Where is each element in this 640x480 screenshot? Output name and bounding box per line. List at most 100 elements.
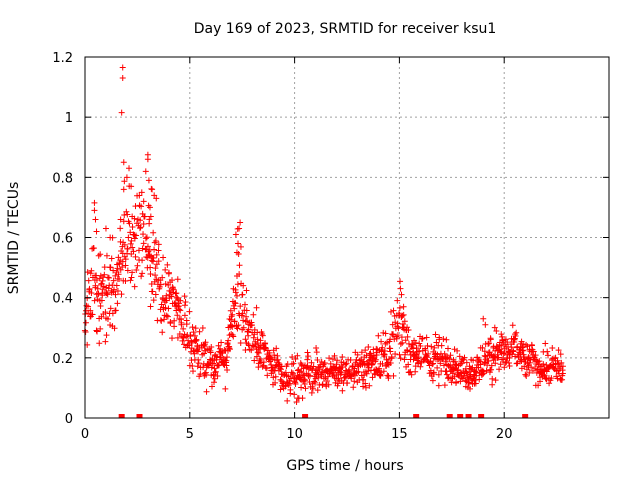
data-point (104, 291, 111, 298)
data-point (259, 332, 266, 339)
data-point (493, 328, 500, 335)
data-point (360, 376, 367, 383)
data-point (486, 340, 493, 347)
data-point (203, 371, 210, 378)
data-point (236, 225, 243, 232)
data-point (400, 311, 407, 318)
data-point (263, 365, 270, 372)
data-point (477, 361, 484, 368)
y-tick-label: 1 (65, 111, 73, 126)
data-point (250, 311, 257, 318)
data-point (236, 271, 243, 278)
data-point (463, 369, 470, 376)
data-point (88, 267, 95, 274)
data-point (149, 186, 156, 193)
data-point (304, 349, 311, 356)
data-point (138, 273, 145, 280)
chart-title: Day 169 of 2023, SRMTID for receiver ksu… (194, 21, 497, 37)
data-point (117, 216, 124, 223)
data-point (302, 377, 309, 384)
data-point (171, 323, 178, 330)
data-point (223, 354, 230, 361)
data-point (417, 343, 424, 350)
data-point (383, 356, 390, 363)
data-point (83, 302, 90, 309)
data-point (114, 288, 121, 295)
data-point (524, 343, 531, 350)
data-point (407, 348, 414, 355)
data-point (378, 369, 385, 376)
data-point (314, 387, 321, 394)
data-point (466, 380, 473, 387)
data-point (112, 291, 119, 298)
data-point (102, 309, 109, 316)
data-point (120, 186, 127, 193)
data-point (314, 367, 321, 374)
data-point (197, 371, 204, 378)
data-point (290, 360, 297, 367)
zero-markers (118, 414, 529, 418)
data-point (240, 324, 247, 331)
data-point (243, 287, 250, 294)
y-tick-label: 0.6 (52, 232, 73, 247)
data-point (479, 344, 486, 351)
data-point (88, 289, 95, 296)
data-point (195, 348, 202, 355)
data-point (429, 377, 436, 384)
data-point (153, 251, 160, 258)
data-point (300, 365, 307, 372)
zero-marker (413, 414, 420, 418)
data-point (440, 335, 447, 342)
x-tick-label: 20 (496, 427, 513, 442)
data-point (314, 356, 321, 363)
data-point (257, 356, 264, 363)
data-point (101, 264, 108, 271)
data-point (382, 330, 389, 337)
data-point (202, 339, 209, 346)
data-point (133, 267, 140, 274)
data-point (187, 332, 194, 339)
data-point (82, 319, 89, 326)
data-point (196, 328, 203, 335)
data-point (119, 75, 126, 82)
data-point (91, 207, 98, 214)
data-point (308, 367, 315, 374)
data-point (392, 351, 399, 358)
y-axis-label: SRMTID / TECUs (6, 182, 22, 295)
data-point (152, 265, 159, 272)
data-point (309, 385, 316, 392)
data-point (273, 345, 280, 352)
data-point (387, 308, 394, 315)
data-point (269, 356, 276, 363)
data-point (189, 324, 196, 331)
x-tick-label: 5 (186, 427, 194, 442)
data-point (543, 368, 550, 375)
data-point (129, 269, 136, 276)
data-point (365, 344, 372, 351)
data-point (188, 338, 195, 345)
data-point (124, 211, 131, 218)
data-point (422, 347, 429, 354)
data-point (183, 321, 190, 328)
data-point (545, 352, 552, 359)
data-point (506, 362, 513, 369)
data-point (457, 378, 464, 385)
zero-marker (136, 414, 143, 418)
data-point (250, 334, 257, 341)
data-point (510, 348, 517, 355)
grid (85, 57, 609, 418)
data-point (277, 386, 284, 393)
data-point (211, 379, 218, 386)
data-point (240, 317, 247, 324)
data-point (207, 349, 214, 356)
data-point (381, 351, 388, 358)
data-point (155, 247, 162, 254)
data-point (400, 303, 407, 310)
data-point (146, 216, 153, 223)
data-point (152, 272, 159, 279)
data-point (526, 359, 533, 366)
data-point (119, 258, 126, 265)
data-point (87, 270, 94, 277)
data-point (253, 304, 260, 311)
data-point (542, 340, 549, 347)
